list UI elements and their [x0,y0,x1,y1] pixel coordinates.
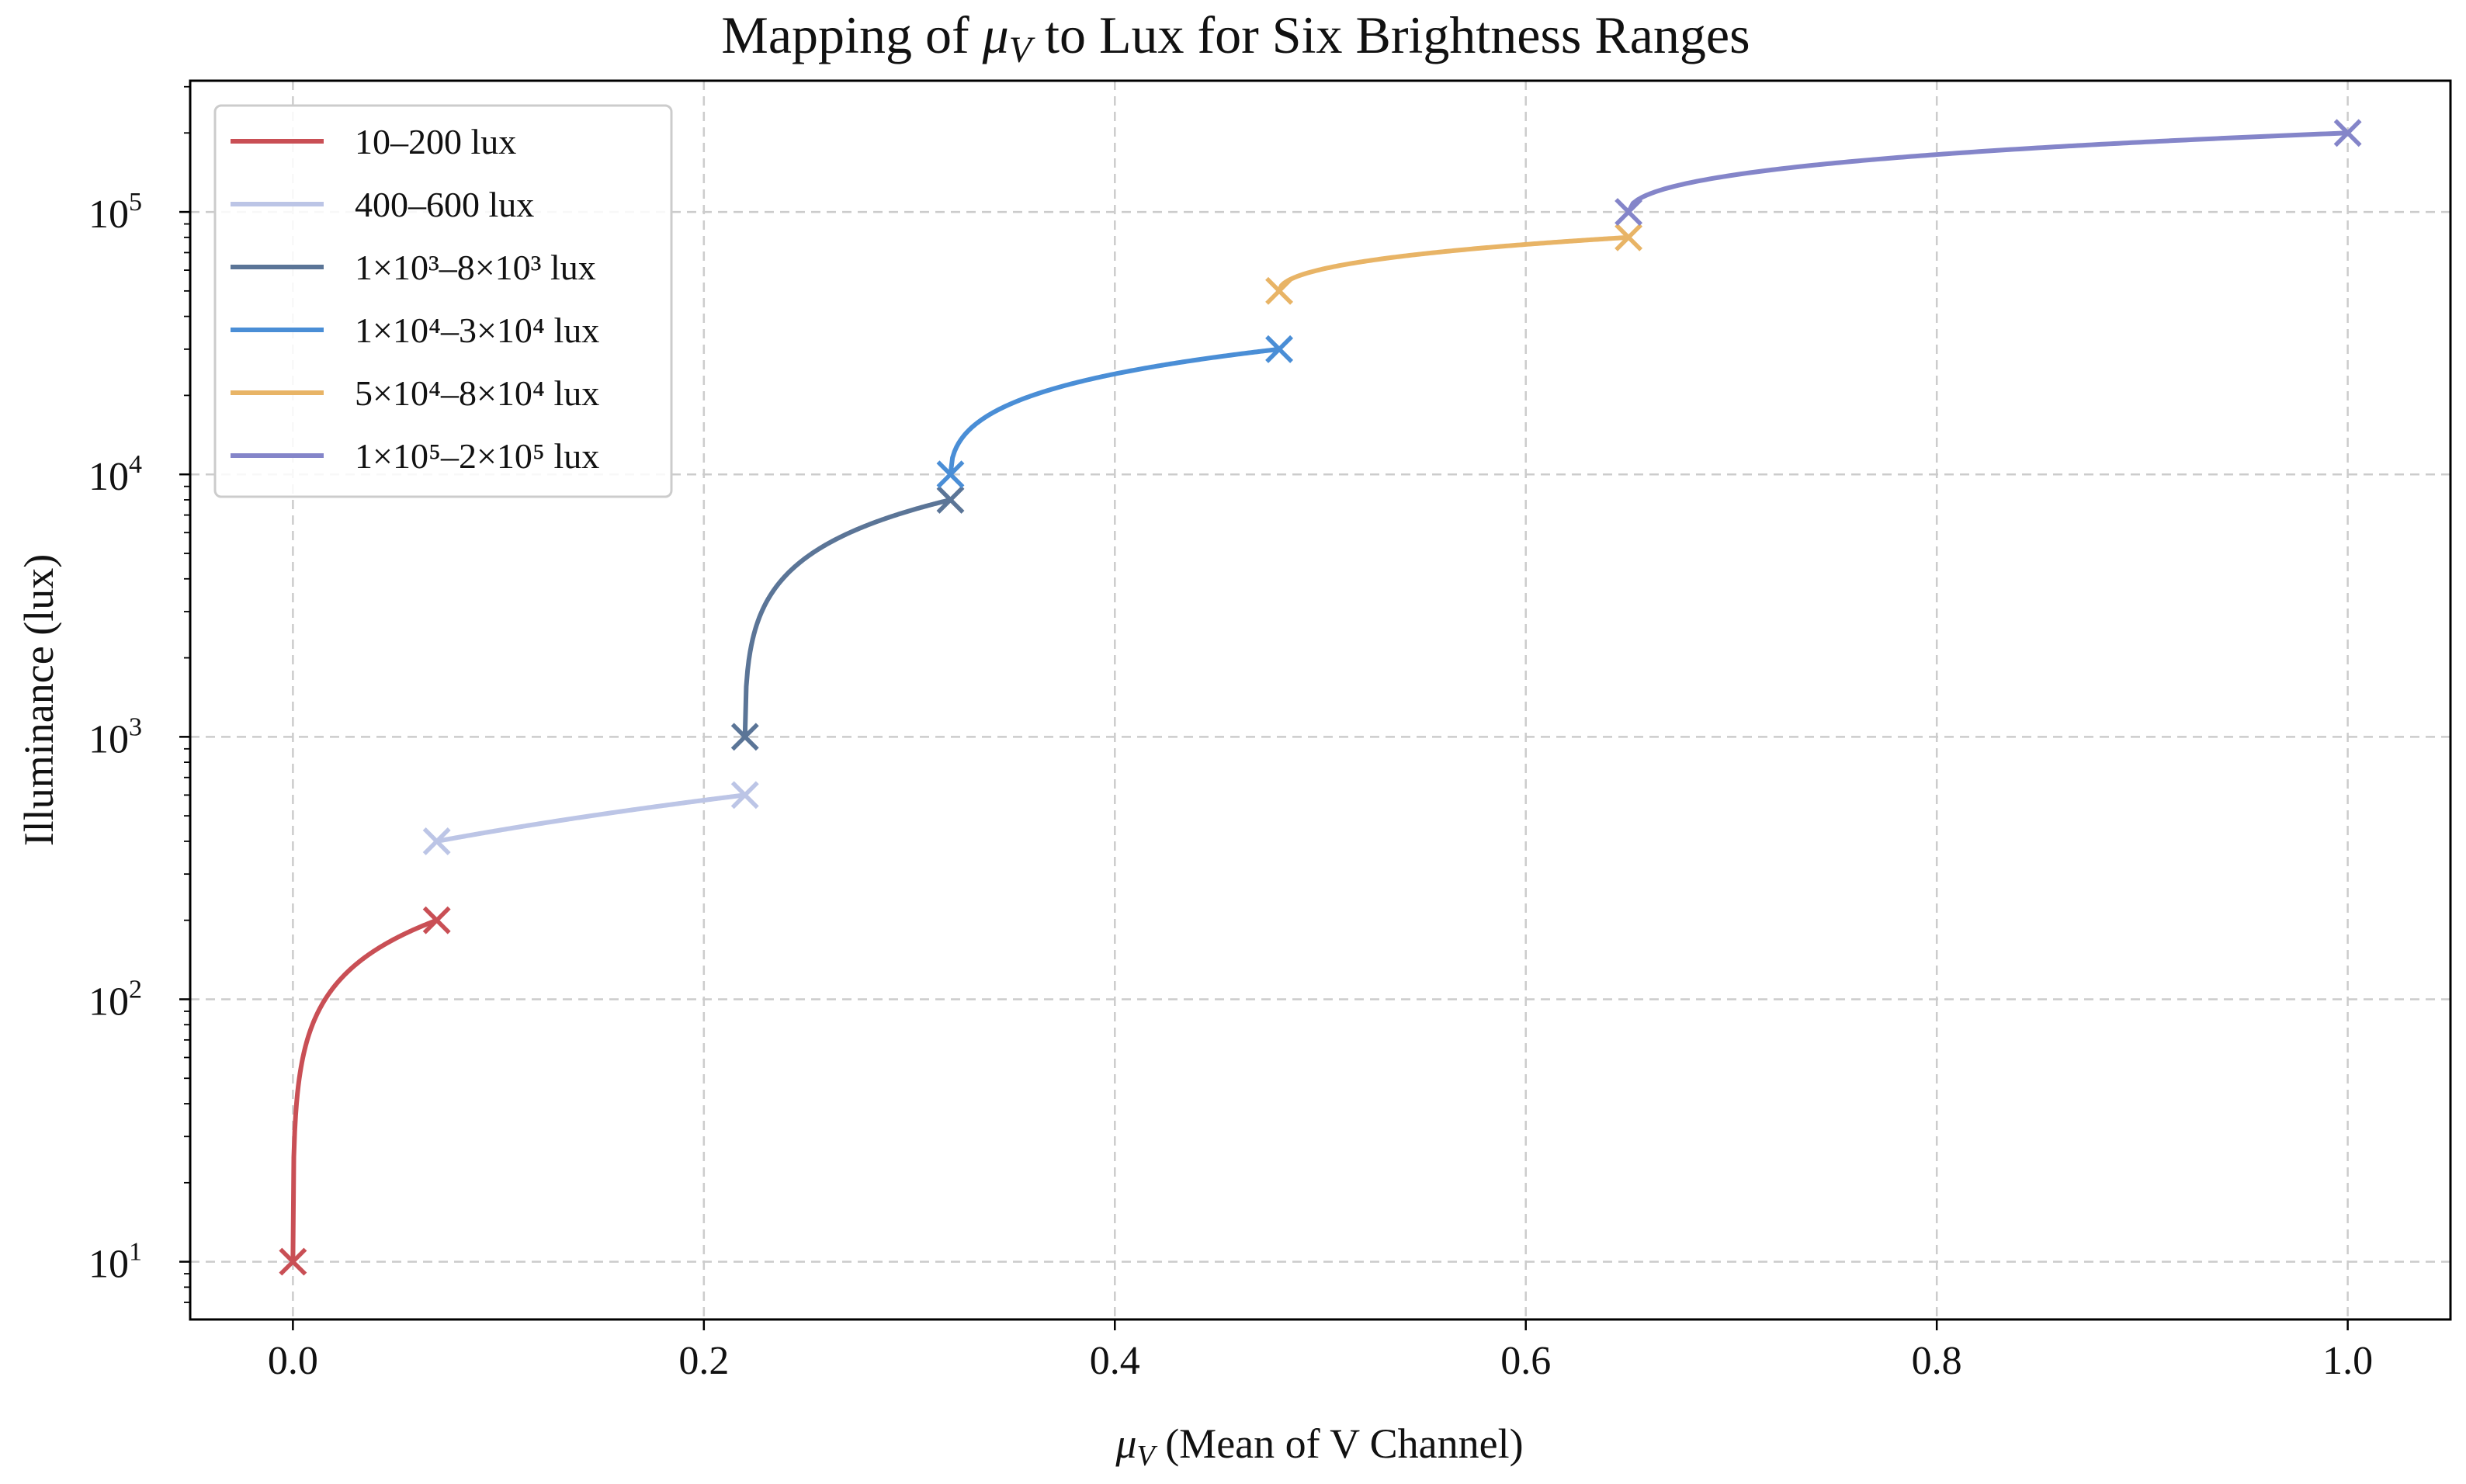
series-line-1 [290,917,439,1264]
y-axis-label: Illuminance (lux) [16,554,62,846]
legend-box [213,104,673,498]
marker-stroke [1615,198,1643,227]
series-2-end-marker [730,781,759,810]
series-3-end-marker [936,486,965,514]
x-tick-label: 1.0 [2322,1339,2373,1383]
y-tick-label: 105 [88,188,142,237]
legend-items: 10–200 lux 400–600 lux 1×10³–8×10³ lux 1×10… [231,122,599,476]
marker-stroke [422,827,451,855]
marker-stroke [2333,119,2362,147]
title-mu-symbol: μ [982,5,1009,64]
legend: 10–200 lux 400–600 lux 1×10³–8×10³ lux 1×10… [213,104,673,498]
xlabel-mu-subscript: V [1136,1440,1157,1472]
series-1-end-marker [422,906,451,934]
legend-label-4: 1×10⁴–3×10⁴ lux [355,310,599,350]
legend-label-2: 400–600 lux [355,185,534,224]
title-mu-subscript: V [1009,29,1035,71]
series-4-end-marker [1265,335,1293,363]
title-prefix: Mapping of [721,5,982,64]
chart-title: Mapping of μV to Lux for Six Brightness … [721,5,1750,71]
marker-stroke [936,460,965,489]
series-line-3 [742,497,953,740]
x-tick-label: 0.6 [1500,1339,1551,1383]
y-tick-label: 104 [88,450,142,499]
series-line-4 [948,346,1282,477]
x-tick-label: 0.0 [268,1339,318,1383]
marker-layer [279,119,2362,1276]
title-suffix: to Lux for Six Brightness Ranges [1032,5,1750,64]
series-line-6 [1626,130,2350,215]
marker-stroke [936,486,965,514]
legend-label-5: 5×10⁴–8×10⁴ lux [355,373,599,413]
series-6-start-marker [1615,198,1643,227]
series-3-start-marker [730,723,759,751]
x-tick-label: 0.8 [1912,1339,1962,1383]
y-tick-label: 101 [88,1238,142,1287]
marker-stroke [730,781,759,810]
plot-frame [189,79,2452,1321]
series-4-start-marker [936,460,965,489]
xlabel-suffix: (Mean of V Channel) [1155,1420,1524,1467]
series-1-start-marker [279,1247,307,1276]
marker-stroke [730,723,759,751]
tick-layer: 0.0 0.2 0.4 0.6 0.8 1.0 101 102 103 104 105 [88,85,2373,1383]
marker-stroke [1265,276,1293,305]
marker-stroke [1265,335,1293,363]
legend-label-3: 1×10³–8×10³ lux [355,248,596,287]
series-2-start-marker [422,827,451,855]
series-6-end-marker [2333,119,2362,147]
series-5-end-marker [1615,223,1643,251]
y-tick-label: 102 [88,975,142,1024]
xlabel-mu-symbol: μ [1115,1420,1136,1467]
marker-stroke [279,1247,307,1276]
x-tick-label: 0.4 [1090,1339,1140,1383]
marker-stroke [1615,223,1643,251]
y-tick-label: 103 [88,713,142,761]
legend-label-6: 1×10⁵–2×10⁵ lux [355,436,599,476]
series-5-start-marker [1265,276,1293,305]
series-layer [290,130,2350,1264]
x-tick-label: 0.2 [678,1339,729,1383]
marker-stroke [422,906,451,934]
legend-label-1: 10–200 lux [355,122,516,161]
series-line-2 [434,792,747,844]
x-axis-label: μV (Mean of V Channel) [1115,1420,1523,1472]
series-line-5 [1277,234,1632,293]
